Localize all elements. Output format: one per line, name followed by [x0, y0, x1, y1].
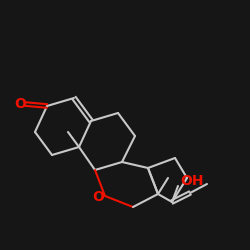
Text: OH: OH [180, 174, 204, 188]
Text: O: O [14, 97, 26, 111]
Text: O: O [92, 190, 104, 204]
